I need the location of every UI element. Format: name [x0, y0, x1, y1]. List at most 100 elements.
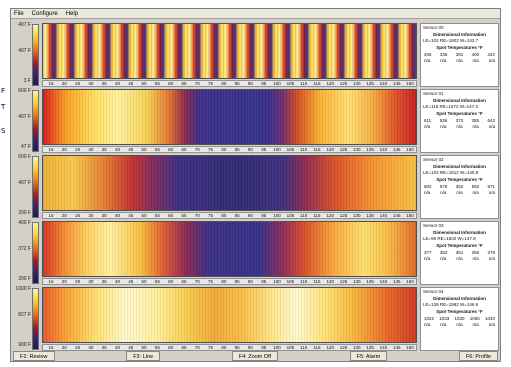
axis-tick-label: 115 — [313, 81, 321, 86]
axis-tick-label: 105 — [286, 279, 295, 284]
axis-tick-label: 135 — [366, 81, 374, 86]
spot-temp: 356 — [471, 250, 480, 255]
axis-tick-label: 150 — [406, 345, 414, 350]
axis-tick-label: 50 — [141, 81, 147, 86]
spot-temp-values: 377 352 351 356 378 — [424, 250, 495, 255]
axis-tick-label: 45 — [128, 213, 134, 218]
spot-temp: 336 — [439, 52, 448, 57]
axis-tick-label: 135 — [366, 345, 374, 350]
spot-temp-heading: Spot Temperatures °F — [436, 45, 483, 50]
sensor-name: Sensor 01 — [423, 91, 444, 96]
color-scale-bar — [32, 156, 39, 218]
axis-tick-label: 95 — [261, 147, 267, 152]
thermal-image[interactable] — [42, 89, 417, 145]
spot-temp-na: n/a — [440, 256, 447, 261]
axis-tick-label: 85 — [234, 279, 240, 284]
axis-tick-label: 125 — [339, 81, 348, 86]
scale-label: 407 F — [18, 180, 31, 186]
sensor-info-panel: Sensor 04 Dimensional Information LE=128… — [420, 287, 499, 351]
axis-tick-label: 110 — [300, 213, 308, 218]
position-axis: 15 20 25 30 35 40 45 50 55 60 65 70 75 80 85 90 95 100 105… — [42, 146, 417, 153]
axis-tick-label: 120 — [326, 345, 334, 350]
menu-file[interactable]: File — [14, 10, 24, 17]
f3-line-button[interactable]: F3: Line — [126, 351, 161, 361]
axis-tick-label: 60 — [168, 279, 174, 284]
f4-zoom-button[interactable]: F4: Zoom Off — [231, 351, 279, 361]
f6-profile-button[interactable]: F6: Profile — [458, 351, 498, 361]
axis-tick-label: 105 — [286, 345, 295, 350]
menu-help[interactable]: Help — [65, 10, 79, 17]
sensor-row: 600 F 407 F 200 F 15 20 25 30 35 40 45 50 55 60 65 70 7… — [11, 153, 502, 221]
axis-tick-label: 130 — [353, 279, 361, 284]
axis-tick-label: 65 — [181, 81, 187, 86]
axis-tick-label: 15 — [48, 81, 54, 86]
position-axis: 15 20 25 30 35 40 45 50 55 60 65 70 75 80 85 90 95 100 105… — [42, 212, 417, 219]
spot-temp-na: n/a — [424, 256, 431, 261]
f2-review-button[interactable]: F2: Review — [13, 351, 55, 361]
side-glyph: F — [1, 87, 6, 95]
axis-tick-label: 95 — [261, 81, 267, 86]
axis-tick-label: 140 — [379, 81, 388, 86]
axis-tick-label: 55 — [154, 147, 160, 152]
axis-tick-label: 90 — [247, 345, 253, 350]
spot-temp-na: n/a — [456, 322, 463, 327]
spot-temp: 406 — [424, 52, 432, 57]
spot-temp: 355 — [471, 118, 480, 123]
f5-alarm-button[interactable]: F5: Alarm — [349, 351, 388, 361]
spot-temp: 1033 — [439, 316, 450, 321]
axis-tick-label: 115 — [313, 345, 321, 350]
spot-temp: 377 — [424, 250, 432, 255]
axis-tick-label: 30 — [88, 213, 94, 218]
spot-temp: 871 — [487, 184, 495, 189]
axis-tick-label: 70 — [194, 345, 200, 350]
spot-temp-na: n/a — [472, 124, 479, 129]
scale-label: 200 F — [18, 276, 31, 282]
axis-tick-label: 35 — [101, 213, 107, 218]
axis-tick-label: 30 — [88, 81, 94, 86]
thermal-texture — [43, 288, 416, 342]
axis-tick-label: 15 — [48, 279, 54, 284]
thermal-image[interactable] — [42, 23, 417, 79]
axis-tick-label: 105 — [286, 81, 295, 86]
menu-bar: File Configure Help — [11, 9, 500, 19]
sensor-row: 600 F 407 F 47 F 15 20 25 30 35 40 45 50 55 60 65 70 75… — [11, 87, 502, 155]
axis-tick-label: 110 — [300, 345, 308, 350]
spot-temp-na: n/a — [440, 124, 447, 129]
thermal-image[interactable] — [42, 221, 417, 277]
axis-tick-label: 130 — [353, 81, 361, 86]
position-axis: 15 20 25 30 35 40 45 50 55 60 65 70 75 80 85 90 95 100 105… — [42, 278, 417, 285]
axis-tick-label: 115 — [313, 213, 321, 218]
spot-temp-heading: Spot Temperatures °F — [436, 309, 483, 314]
spot-temp-na: n/a — [472, 256, 479, 261]
menu-configure[interactable]: Configure — [31, 10, 58, 17]
axis-tick-label: 130 — [353, 345, 361, 350]
scale-label: 900 F — [18, 342, 31, 348]
thermal-image[interactable] — [42, 287, 417, 343]
axis-tick-label: 100 — [273, 345, 281, 350]
spot-temp-na: n/a — [424, 190, 431, 195]
dimension-values: LE=102 RE=1602 W=142.7 — [423, 38, 479, 43]
axis-tick-label: 150 — [406, 147, 414, 152]
axis-tick-label: 85 — [234, 213, 240, 218]
axis-tick-label: 100 — [273, 279, 281, 284]
axis-tick-label: 30 — [88, 147, 94, 152]
sensor-info-panel: Sensor 01 Dimensional Information LE=119… — [420, 89, 499, 153]
axis-tick-label: 80 — [221, 81, 227, 86]
thermal-image[interactable] — [42, 155, 417, 211]
spot-temp-values: 611 536 373 355 642 — [424, 118, 495, 123]
axis-tick-label: 50 — [141, 279, 147, 284]
thermal-texture — [43, 156, 416, 210]
spot-temp-values: 602 578 352 582 871 — [424, 184, 495, 189]
axis-tick-label: 135 — [366, 279, 374, 284]
spot-temp: 400 — [471, 52, 480, 57]
axis-tick-label: 120 — [326, 147, 334, 152]
sensor-row: 1000 F 827 F 900 F 15 20 25 30 35 40 45 50 55 60 65 70… — [11, 285, 502, 353]
position-axis: 15 20 25 30 35 40 45 50 55 60 65 70 75 80 85 90 95 100 105… — [42, 80, 417, 87]
spot-temp-status: n/a n/a n/a n/a n/a — [424, 322, 495, 327]
spot-temp-na: n/a — [472, 58, 479, 63]
spot-temp: 1040 — [484, 316, 495, 321]
axis-tick-label: 130 — [353, 147, 361, 152]
axis-tick-label: 40 — [114, 279, 120, 284]
thermal-texture — [43, 90, 416, 144]
axis-tick-label: 65 — [181, 345, 187, 350]
